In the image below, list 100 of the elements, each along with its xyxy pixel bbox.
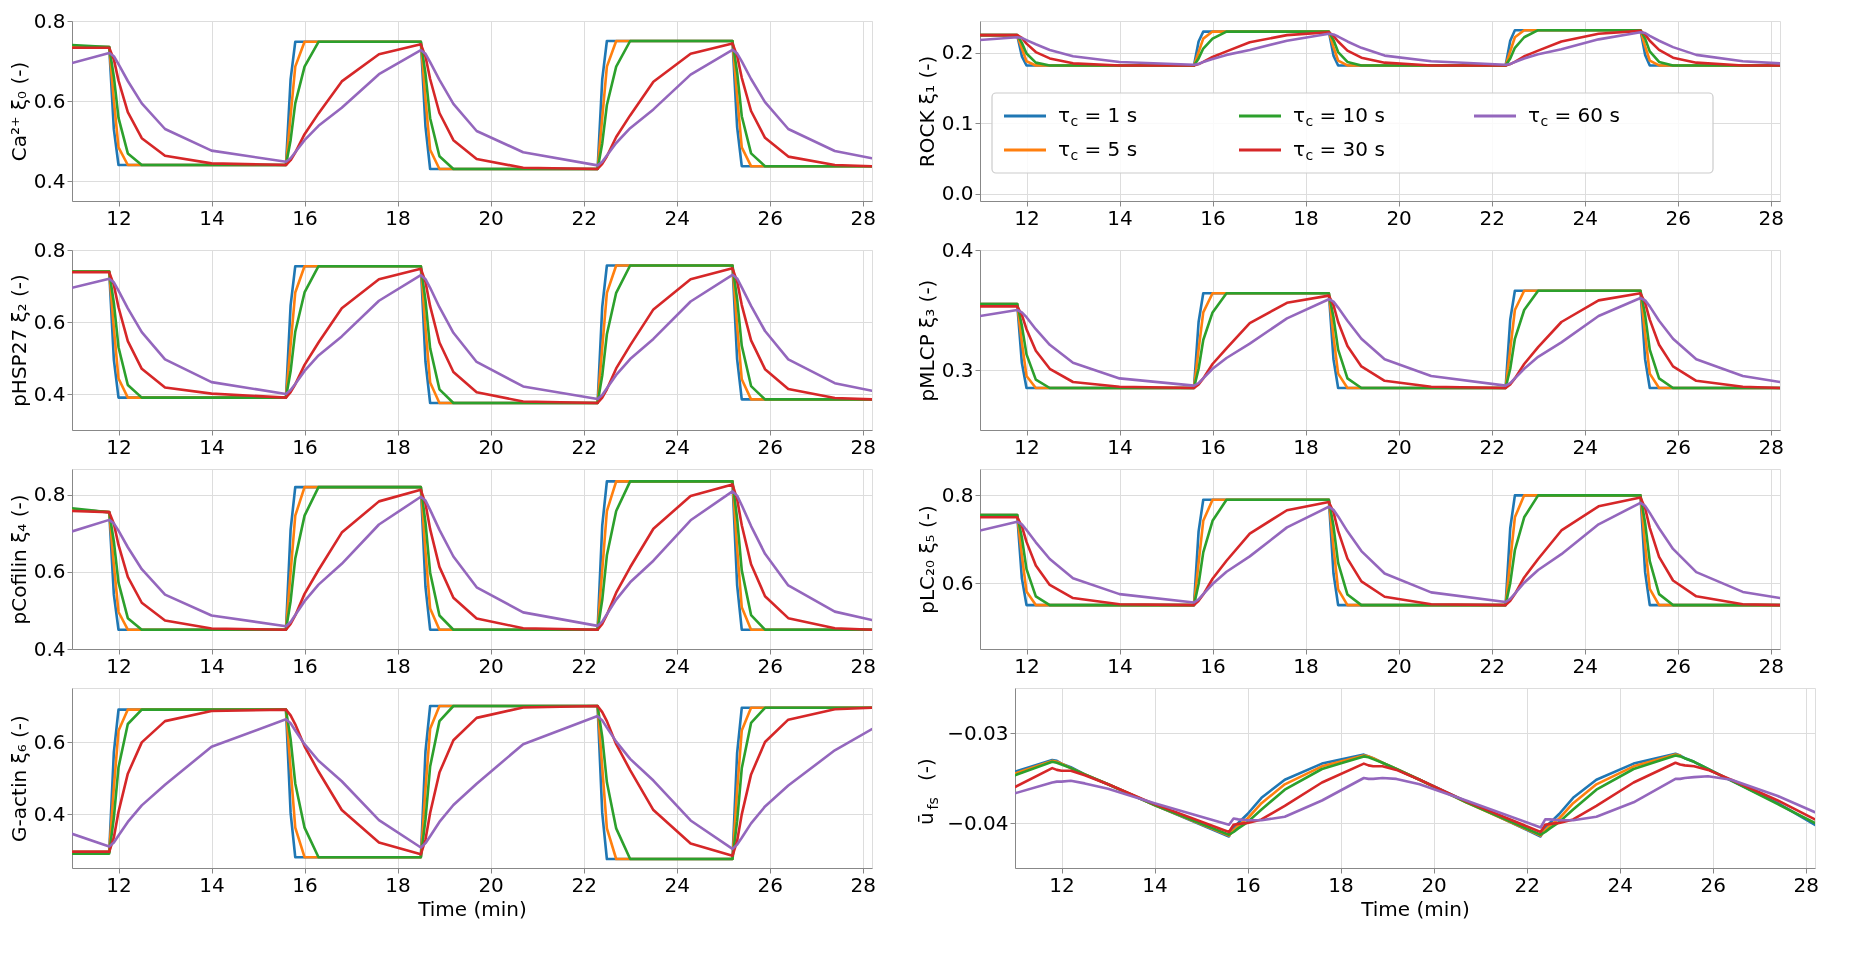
x-tick-label: 12 [1014, 434, 1040, 459]
x-tick-label: 28 [850, 653, 876, 678]
x-tick-label: 28 [1793, 872, 1819, 897]
x-tick-label: 20 [478, 653, 504, 678]
x-tick-label: 24 [1607, 872, 1633, 897]
x-tick-label: 14 [199, 653, 225, 678]
x-tick-label: 16 [292, 205, 318, 230]
x-tick-label: 16 [292, 872, 318, 897]
x-tick-label: 28 [1758, 434, 1784, 459]
x-tick-label: 26 [1665, 205, 1691, 230]
x-tick-label: 12 [106, 205, 132, 230]
x-tick-label: 22 [1479, 653, 1505, 678]
x-tick-label: 22 [1479, 434, 1505, 459]
x-tick-label: 22 [1479, 205, 1505, 230]
x-tick-label: 18 [385, 872, 411, 897]
x-tick-label: 14 [199, 205, 225, 230]
y-tick-label: 0.8 [941, 482, 974, 507]
y-axis-title: ūfs (-) [914, 758, 941, 825]
y-tick-label: 0.6 [33, 88, 66, 113]
y-tick-label: 0.4 [33, 168, 66, 193]
y-tick-label: 0.8 [33, 482, 66, 507]
x-tick-label: 26 [1665, 434, 1691, 459]
x-tick-label: 16 [292, 653, 318, 678]
x-tick-label: 18 [385, 653, 411, 678]
x-tick-label: 20 [1421, 872, 1447, 897]
y-tick-label: 0.4 [33, 636, 66, 661]
y-tick-label: 0.4 [33, 381, 66, 406]
y-axis-title: pLC₂₀ ξ₅ (-) [914, 505, 939, 614]
y-tick-label: 0.4 [941, 237, 974, 262]
x-tick-label: 16 [1200, 653, 1226, 678]
x-tick-label: 20 [478, 872, 504, 897]
x-tick-label: 14 [1142, 872, 1168, 897]
x-tick-label: 26 [757, 205, 783, 230]
x-tick-label: 24 [664, 872, 690, 897]
x-tick-label: 18 [1293, 434, 1319, 459]
x-tick-label: 24 [1572, 205, 1598, 230]
y-tick-label: 0.6 [941, 570, 974, 595]
x-tick-label: 16 [1200, 205, 1226, 230]
x-tick-label: 28 [1758, 653, 1784, 678]
y-axis-title: pMLCP ξ₃ (-) [914, 279, 939, 402]
x-tick-label: 22 [571, 653, 597, 678]
x-tick-label: 18 [1293, 205, 1319, 230]
x-tick-label: 22 [1514, 872, 1540, 897]
y-tick-label: 0.6 [33, 309, 66, 334]
x-tick-label: 16 [292, 434, 318, 459]
x-tick-label: 14 [1107, 653, 1133, 678]
y-tick-label: 0.3 [941, 357, 974, 382]
y-tick-label: 0.8 [33, 8, 66, 33]
x-tick-label: 18 [385, 205, 411, 230]
x-tick-label: 14 [199, 434, 225, 459]
x-tick-label: 28 [850, 434, 876, 459]
y-axis-title: Ca²⁺ ξ₀ (-) [6, 61, 31, 162]
x-tick-label: 26 [1700, 872, 1726, 897]
x-tick-label: 24 [664, 205, 690, 230]
x-axis-title: Time (min) [1360, 896, 1470, 921]
x-tick-label: 28 [850, 205, 876, 230]
x-tick-label: 12 [106, 872, 132, 897]
x-tick-label: 12 [1014, 653, 1040, 678]
x-tick-label: 16 [1235, 872, 1261, 897]
x-tick-label: 26 [1665, 653, 1691, 678]
x-tick-label: 12 [106, 434, 132, 459]
x-tick-label: 24 [664, 434, 690, 459]
x-tick-label: 12 [106, 653, 132, 678]
x-tick-label: 18 [385, 434, 411, 459]
y-axis-title: ROCK ξ₁ (-) [914, 55, 939, 168]
x-tick-label: 16 [1200, 434, 1226, 459]
x-tick-label: 18 [1328, 872, 1354, 897]
x-tick-label: 12 [1014, 205, 1040, 230]
y-axis-title: pCofilin ξ₄ (-) [6, 494, 31, 625]
x-tick-label: 14 [1107, 434, 1133, 459]
y-tick-label: 0.2 [941, 40, 974, 65]
x-tick-label: 24 [1572, 653, 1598, 678]
x-tick-label: 20 [478, 434, 504, 459]
y-tick-label: 0.1 [941, 110, 974, 135]
y-tick-label: 0.4 [33, 801, 66, 826]
y-tick-label: 0.0 [941, 181, 974, 206]
x-tick-label: 14 [1107, 205, 1133, 230]
x-axis-title: Time (min) [417, 896, 527, 921]
y-tick-label: 0.6 [33, 559, 66, 584]
x-tick-label: 20 [478, 205, 504, 230]
x-tick-label: 14 [199, 872, 225, 897]
x-tick-label: 28 [1758, 205, 1784, 230]
y-tick-label: −0.04 [947, 810, 1009, 835]
x-tick-label: 22 [571, 434, 597, 459]
x-tick-label: 28 [850, 872, 876, 897]
x-tick-label: 24 [664, 653, 690, 678]
x-tick-label: 12 [1049, 872, 1075, 897]
y-tick-label: 0.8 [33, 237, 66, 262]
x-tick-label: 26 [757, 434, 783, 459]
x-tick-label: 24 [1572, 434, 1598, 459]
x-tick-label: 20 [1386, 434, 1412, 459]
x-tick-label: 18 [1293, 653, 1319, 678]
y-tick-label: 0.6 [33, 729, 66, 754]
y-axis-title: G-actin ξ₆ (-) [6, 715, 31, 842]
x-tick-label: 22 [571, 205, 597, 230]
x-tick-label: 26 [757, 872, 783, 897]
x-tick-label: 22 [571, 872, 597, 897]
x-tick-label: 26 [757, 653, 783, 678]
y-axis-title: pHSP27 ξ₂ (-) [6, 274, 31, 407]
x-tick-label: 20 [1386, 205, 1412, 230]
